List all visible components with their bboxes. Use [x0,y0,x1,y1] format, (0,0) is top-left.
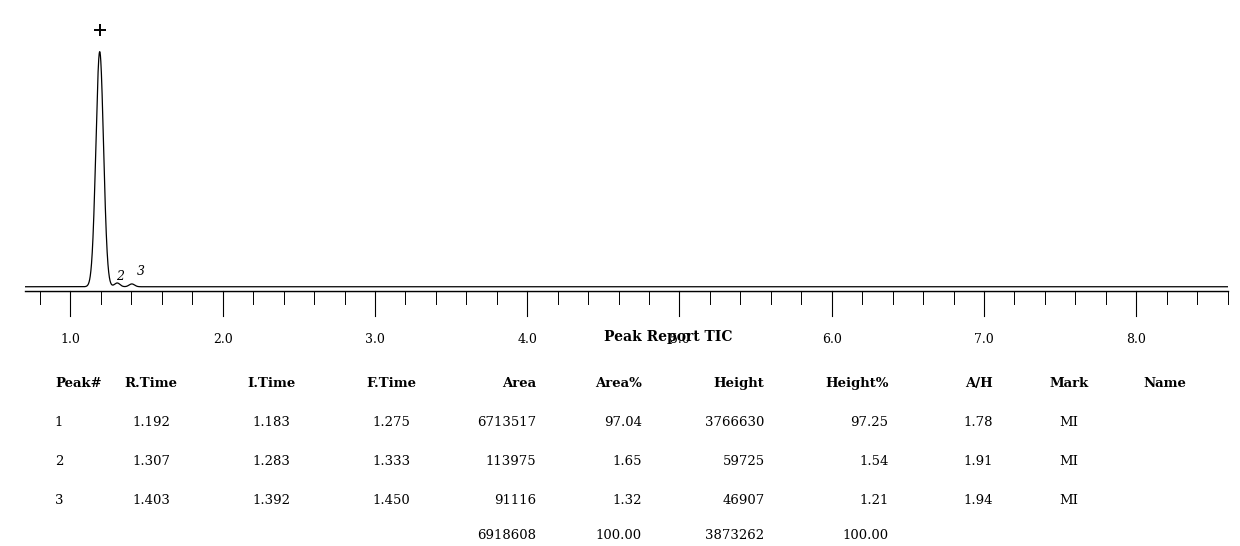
Text: Mark: Mark [1049,377,1089,390]
Text: 91116: 91116 [494,494,536,507]
Text: 4.0: 4.0 [517,333,537,346]
Text: 46907: 46907 [722,494,765,507]
Text: F.Time: F.Time [367,377,417,390]
Text: 1.307: 1.307 [133,455,170,468]
Text: 2.0: 2.0 [213,333,233,346]
Text: A/H: A/H [965,377,993,390]
Text: 1.333: 1.333 [372,455,410,468]
Text: 1.392: 1.392 [253,494,290,507]
Text: MI: MI [1059,455,1079,468]
Text: 1.403: 1.403 [133,494,170,507]
Text: 100.00: 100.00 [842,529,888,542]
Text: 97.25: 97.25 [851,416,888,429]
Text: Area: Area [502,377,536,390]
Text: 97.04: 97.04 [604,416,642,429]
Text: 6713517: 6713517 [477,416,536,429]
Text: MI: MI [1059,416,1079,429]
Text: MI: MI [1059,494,1079,507]
Text: 6918608: 6918608 [477,529,536,542]
Text: 100.00: 100.00 [595,529,642,542]
Text: 1.65: 1.65 [613,455,642,468]
Text: 1: 1 [55,416,63,429]
Text: 1.32: 1.32 [613,494,642,507]
Text: 3873262: 3873262 [706,529,765,542]
Text: Height%: Height% [825,377,888,390]
Text: 1.94: 1.94 [963,494,993,507]
Text: 3.0: 3.0 [365,333,384,346]
Text: 1.183: 1.183 [253,416,290,429]
Text: 6.0: 6.0 [822,333,842,346]
Text: 1.0: 1.0 [61,333,81,346]
Text: Name: Name [1143,377,1187,390]
Text: Height: Height [714,377,765,390]
Text: 7.0: 7.0 [975,333,994,346]
Text: Peak Report TIC: Peak Report TIC [604,330,733,344]
Text: 5.0: 5.0 [670,333,689,346]
Text: 1.21: 1.21 [859,494,888,507]
Text: 113975: 113975 [485,455,536,468]
Text: 8.0: 8.0 [1126,333,1146,346]
Text: 1.450: 1.450 [373,494,410,507]
Text: 3: 3 [136,265,144,278]
Text: 3766630: 3766630 [706,416,765,429]
Text: 2: 2 [55,455,63,468]
Text: 1.78: 1.78 [963,416,993,429]
Text: 1.54: 1.54 [859,455,888,468]
Text: 1.91: 1.91 [963,455,993,468]
Text: Area%: Area% [595,377,642,390]
Text: R.Time: R.Time [124,377,177,390]
Text: 1.192: 1.192 [133,416,170,429]
Text: 1.275: 1.275 [373,416,410,429]
Text: I.Time: I.Time [247,377,295,390]
Text: 1.283: 1.283 [253,455,290,468]
Text: 3: 3 [55,494,63,507]
Text: Peak#: Peak# [55,377,102,390]
Text: 2: 2 [115,270,124,283]
Text: 59725: 59725 [723,455,765,468]
